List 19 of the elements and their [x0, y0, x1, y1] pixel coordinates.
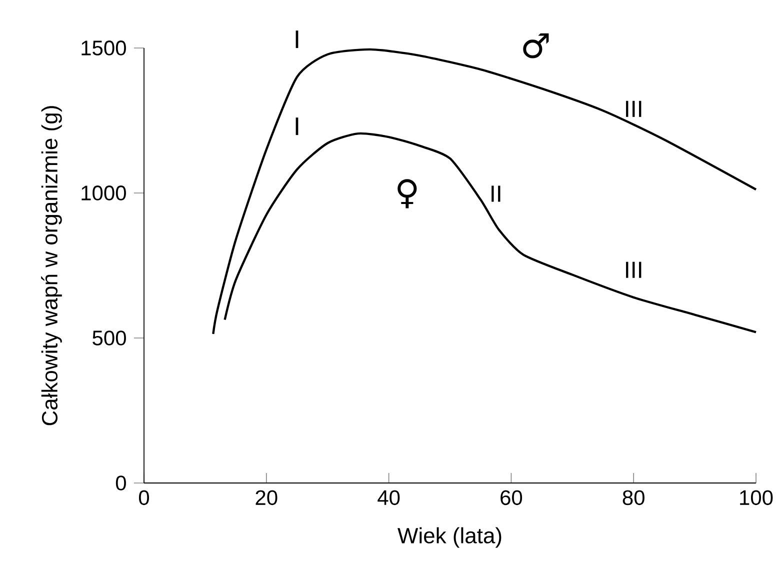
x-tick-label: 0 — [138, 490, 150, 506]
y-tick-label: 1500 — [82, 40, 126, 56]
y-tick-label: 1000 — [82, 186, 126, 200]
annotation: II — [492, 186, 500, 202]
annotation: III — [626, 100, 642, 117]
annotation: III — [626, 262, 642, 278]
x-tick-label: 40 — [378, 490, 400, 506]
x-tick-label: 20 — [256, 490, 278, 506]
annotation: ♂ — [523, 33, 549, 58]
x-tick-label: 80 — [622, 490, 644, 506]
y-axis-title: Całkowity wapń w organizmie (g) — [41, 106, 62, 426]
x-axis-title: Wiek (lata) — [398, 527, 502, 548]
annotation: I — [296, 118, 298, 136]
x-tick-label: 100 — [740, 490, 773, 506]
y-tick-label: 0 — [116, 476, 126, 490]
annotation: I — [296, 30, 298, 48]
x-tick-label: 60 — [500, 490, 522, 506]
y-tick-label: 500 — [92, 330, 126, 346]
annotation: ♀ — [398, 179, 417, 208]
